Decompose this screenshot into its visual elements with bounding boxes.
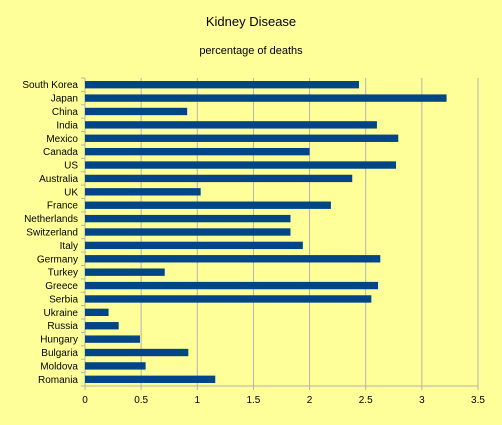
- category-label: Australia: [39, 174, 78, 185]
- category-label: Canada: [43, 147, 78, 158]
- bar-switzerland: [85, 228, 291, 236]
- x-tick-label: 2.5: [359, 395, 373, 406]
- category-label: India: [56, 120, 78, 131]
- x-tick-label: 3.5: [471, 395, 485, 406]
- category-label: Mexico: [46, 134, 78, 145]
- category-label: Switzerland: [26, 228, 78, 239]
- bar-ukraine: [85, 308, 109, 317]
- x-tick-label: 1: [195, 395, 201, 406]
- category-label: China: [52, 107, 79, 118]
- category-label: Ukraine: [44, 308, 79, 319]
- category-label: Germany: [37, 254, 78, 265]
- bar-us: [85, 161, 397, 169]
- category-label: Bulgaria: [41, 348, 78, 359]
- x-tick-label: 3: [419, 395, 425, 406]
- category-label: Greece: [45, 281, 78, 292]
- bar-greece: [85, 281, 379, 290]
- bar-russia: [85, 322, 119, 330]
- bar-france: [85, 201, 331, 209]
- category-label: Netherlands: [24, 214, 78, 225]
- bar-netherlands: [85, 214, 291, 223]
- category-label: Moldova: [40, 361, 78, 372]
- bar-uk: [85, 188, 201, 196]
- bar-italy: [85, 241, 303, 250]
- bar-moldova: [85, 362, 146, 370]
- category-label: Serbia: [49, 294, 78, 305]
- bar-india: [85, 121, 377, 129]
- category-label: US: [64, 161, 78, 172]
- category-label: South Korea: [22, 80, 78, 91]
- bar-australia: [85, 174, 353, 183]
- bar-china: [85, 107, 188, 116]
- bar-germany: [85, 255, 381, 263]
- x-tick-label: 0: [82, 395, 88, 406]
- category-label: Japan: [51, 94, 78, 105]
- x-tick-label: 2: [307, 395, 313, 406]
- bar-turkey: [85, 268, 165, 276]
- bar-south-korea: [85, 81, 359, 89]
- category-label: Russia: [47, 321, 78, 332]
- bar-japan: [85, 94, 447, 102]
- bar-mexico: [85, 134, 399, 142]
- chart-title: Kidney Disease: [205, 14, 297, 29]
- category-label: Romania: [38, 375, 78, 386]
- x-tick-label: 1.5: [246, 395, 260, 406]
- category-label: Turkey: [48, 268, 78, 279]
- x-tick-label: 0.5: [134, 395, 148, 406]
- category-label: France: [47, 201, 79, 212]
- bar-canada: [85, 147, 310, 156]
- category-label: UK: [64, 187, 78, 198]
- bar-hungary: [85, 335, 141, 343]
- bar-bulgaria: [85, 348, 189, 357]
- bar-romania: [85, 375, 216, 383]
- bar-serbia: [85, 295, 372, 303]
- chart-subtitle: percentage of deaths: [199, 45, 303, 57]
- category-label: Italy: [60, 241, 78, 252]
- category-label: Hungary: [40, 335, 78, 346]
